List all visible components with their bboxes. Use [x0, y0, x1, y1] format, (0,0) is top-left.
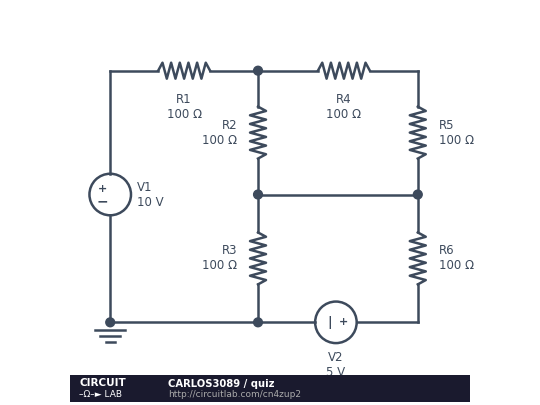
Text: V2
5 V: V2 5 V: [326, 351, 346, 379]
Text: R2
100 Ω: R2 100 Ω: [202, 119, 237, 147]
Text: +: +: [339, 318, 348, 327]
Circle shape: [254, 318, 262, 327]
Text: V1
10 V: V1 10 V: [137, 181, 164, 209]
Text: –Ω–► LAB: –Ω–► LAB: [79, 390, 122, 399]
Text: R6
100 Ω: R6 100 Ω: [438, 245, 474, 273]
Bar: [70, 375, 470, 402]
Circle shape: [254, 66, 262, 75]
Text: −: −: [97, 194, 108, 208]
Text: |: |: [327, 316, 332, 329]
Text: CARLOS3089 / quiz: CARLOS3089 / quiz: [168, 379, 275, 389]
Text: http://circuitlab.com/cn4zup2: http://circuitlab.com/cn4zup2: [168, 390, 301, 399]
Text: R3
100 Ω: R3 100 Ω: [202, 245, 237, 273]
Text: +: +: [98, 184, 107, 194]
Text: R4
100 Ω: R4 100 Ω: [326, 93, 361, 121]
Circle shape: [106, 318, 114, 327]
Circle shape: [254, 190, 262, 199]
Circle shape: [414, 190, 422, 199]
Text: R1
100 Ω: R1 100 Ω: [166, 93, 201, 121]
Text: CIRCUIT: CIRCUIT: [79, 378, 126, 388]
Text: R5
100 Ω: R5 100 Ω: [438, 119, 474, 147]
